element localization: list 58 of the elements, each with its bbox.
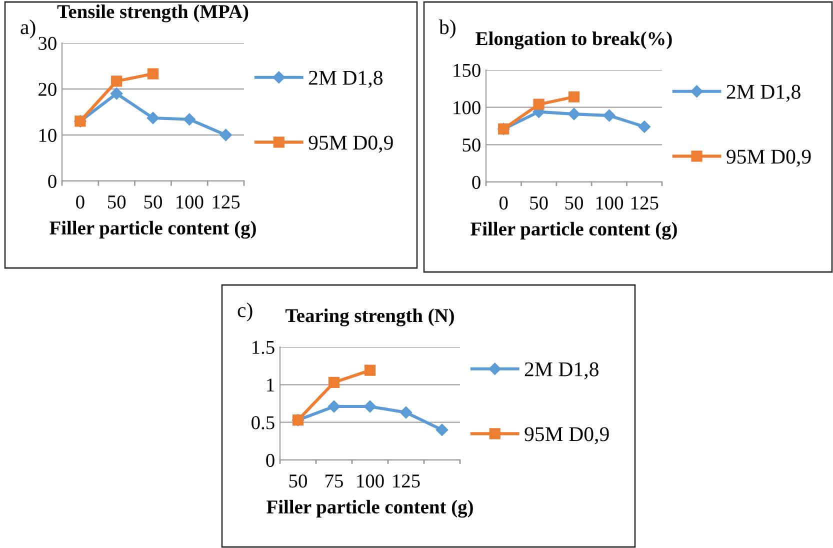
- legend-label: 95M D0,9: [726, 150, 811, 167]
- chart-title: Tearing strength (N): [285, 308, 454, 326]
- point: [111, 76, 122, 87]
- text: a): [20, 20, 36, 38]
- text: b): [439, 20, 456, 38]
- x-tick-label: 125: [393, 474, 420, 488]
- point: [183, 113, 196, 126]
- y-tick-label: 10: [39, 128, 56, 142]
- x-axis-title: Filler particle content (g): [266, 500, 473, 518]
- y-tick-label: 0: [472, 176, 480, 189]
- y-tick-label: 100: [454, 101, 480, 114]
- point: [328, 400, 340, 413]
- y-tick-label: 0: [48, 174, 56, 188]
- y-tick-label: 0.5: [252, 416, 274, 430]
- chart-title: Elongation to break(%): [476, 32, 672, 50]
- y-tick-label: 20: [38, 82, 56, 96]
- point: [147, 68, 159, 80]
- point: [364, 400, 376, 413]
- legend-label: 2M D1,8: [726, 84, 800, 102]
- x-tick-label: 0: [499, 196, 508, 210]
- chart-title: Tensile strength (MPA): [57, 4, 248, 22]
- point: [603, 109, 616, 122]
- x-tick-label: 50: [289, 474, 307, 488]
- x-tick-label: 100: [357, 474, 384, 488]
- x-tick-label: 125: [212, 196, 240, 209]
- point: [400, 406, 412, 419]
- legend-label: 2M D1,8: [524, 362, 598, 380]
- x-tick-label: 50: [144, 195, 162, 209]
- x-tick-label: 75: [326, 474, 343, 488]
- x-tick-label: 125: [632, 196, 658, 210]
- point: [110, 88, 123, 100]
- y-tick-label: 50: [462, 138, 480, 152]
- point: [364, 364, 376, 376]
- point: [638, 120, 650, 133]
- x-tick-label: 50: [565, 196, 583, 210]
- point: [220, 128, 232, 142]
- point: [436, 424, 448, 436]
- y-tick-label: 1.5: [252, 340, 274, 354]
- x-tick-label: 100: [176, 195, 204, 209]
- point: [328, 376, 340, 388]
- y-tick-label: 0: [266, 454, 274, 467]
- legend-label: 2M D1,8: [308, 70, 382, 88]
- legend-label: 95M D0,9: [308, 136, 393, 153]
- x-tick-label: 0: [76, 195, 84, 209]
- y-tick-label: 1: [267, 378, 274, 392]
- x-axis-title: Filler particle content (g): [50, 220, 256, 239]
- y-tick-label: 150: [454, 64, 480, 77]
- point: [146, 112, 160, 124]
- x-tick-label: 50: [530, 196, 548, 210]
- text: c): [238, 302, 252, 322]
- point: [568, 91, 580, 102]
- x-axis-title: Filler particle content (g): [470, 222, 677, 240]
- legend-label: 95M D0,9: [524, 427, 609, 444]
- x-tick-label: 50: [108, 195, 126, 209]
- x-tick-label: 100: [596, 196, 624, 210]
- point: [533, 98, 544, 110]
- point: [568, 108, 580, 120]
- y-tick-label: 30: [38, 36, 56, 50]
